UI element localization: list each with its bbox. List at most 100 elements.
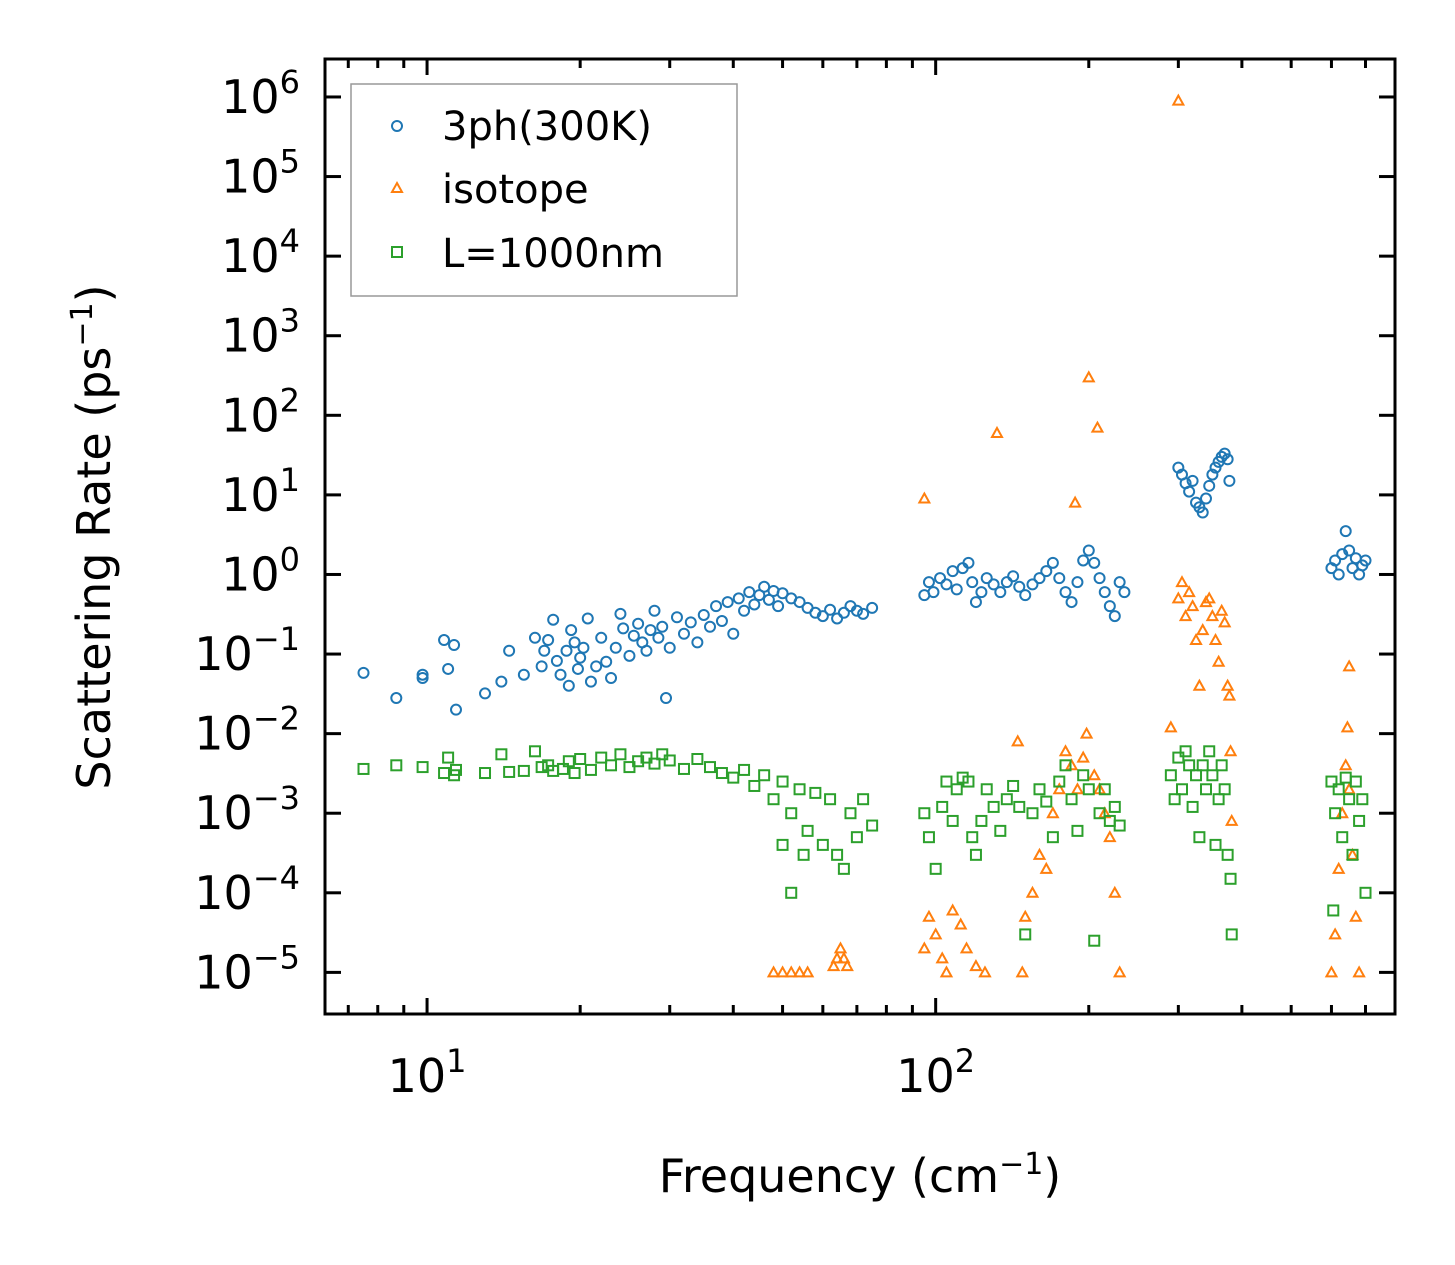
data-point — [715, 615, 728, 628]
data-point — [1196, 623, 1210, 636]
data-point — [450, 763, 463, 776]
data-point — [1164, 720, 1178, 733]
data-point — [517, 764, 530, 777]
data-point — [1192, 678, 1207, 691]
data-point — [577, 641, 590, 654]
data-point — [684, 616, 697, 629]
data-point — [922, 831, 935, 844]
data-point — [1225, 813, 1239, 826]
data-point — [1053, 775, 1066, 788]
data-point — [503, 644, 516, 657]
data-point — [784, 965, 798, 978]
data-point — [797, 848, 810, 861]
data-point — [704, 620, 717, 633]
data-point — [866, 601, 879, 614]
data-point — [1171, 93, 1186, 106]
data-point — [715, 767, 728, 780]
data-point — [1065, 793, 1078, 806]
data-point — [975, 586, 988, 599]
data-point — [670, 611, 683, 624]
data-point — [1329, 807, 1342, 820]
data-point — [1202, 591, 1216, 604]
data-point — [550, 654, 563, 667]
data-point — [1327, 904, 1340, 917]
data-point — [1039, 861, 1053, 874]
data-point — [416, 668, 429, 681]
data-point — [542, 634, 555, 647]
y-tick-label: 10−1 — [194, 620, 300, 681]
data-point — [945, 903, 960, 916]
data-point — [574, 753, 587, 766]
x-axis-label: Frequency (cm−1) — [659, 1147, 1062, 1203]
data-point — [1211, 654, 1226, 667]
data-point — [994, 824, 1007, 837]
data-point — [969, 959, 983, 972]
data-point — [1215, 450, 1228, 463]
data-point — [1218, 783, 1231, 796]
series-0 — [357, 447, 1372, 716]
data-point — [1199, 783, 1212, 796]
data-point — [1199, 492, 1212, 505]
data-point — [614, 748, 627, 761]
y-tick-label: 10−2 — [194, 700, 300, 761]
data-point — [824, 793, 837, 806]
data-point — [721, 596, 734, 609]
data-point — [503, 765, 516, 778]
data-point — [748, 598, 761, 611]
data-point — [1353, 814, 1366, 827]
data-point — [1026, 578, 1039, 591]
data-point — [1196, 759, 1209, 772]
data-point — [793, 596, 806, 609]
data-point — [1221, 453, 1234, 466]
data-point — [928, 927, 943, 940]
legend-box — [350, 83, 738, 297]
y-tick-label: 100 — [221, 540, 300, 601]
data-point — [987, 800, 1000, 813]
data-point — [939, 965, 954, 978]
data-point — [663, 641, 676, 654]
data-point — [517, 668, 530, 681]
data-point — [416, 761, 429, 774]
data-point — [772, 600, 785, 613]
data-point — [831, 848, 844, 861]
data-point — [969, 596, 982, 609]
data-point — [581, 612, 594, 625]
data-point — [727, 771, 740, 784]
y-tick-label: 104 — [221, 222, 300, 283]
data-point — [1190, 769, 1203, 782]
data-point — [738, 763, 751, 776]
data-point — [833, 941, 848, 954]
legend-label-isotope: isotope — [442, 167, 589, 213]
data-point — [600, 655, 613, 668]
data-point — [450, 703, 463, 716]
data-point — [677, 627, 690, 640]
tick-label-layer: 106 105 104 103 102 101 100 10−1 10−2 10−3 10−4 10−… — [194, 63, 975, 1103]
data-point — [562, 679, 575, 692]
data-point — [824, 603, 837, 616]
data-point — [644, 624, 657, 637]
data-point — [844, 807, 857, 820]
data-layer — [357, 93, 1372, 978]
data-point — [857, 793, 870, 806]
y-tick-label: 105 — [221, 143, 300, 204]
data-point — [1172, 461, 1185, 474]
data-point — [837, 951, 851, 964]
data-point — [590, 660, 603, 673]
data-point — [442, 662, 455, 675]
data-point — [1343, 793, 1356, 806]
y-tick-label: 10−4 — [194, 859, 300, 920]
data-point — [830, 951, 844, 964]
data-point — [1171, 591, 1186, 604]
data-point — [1082, 544, 1095, 557]
data-point — [660, 692, 673, 705]
data-point — [1336, 548, 1349, 561]
data-point — [1018, 909, 1032, 922]
data-point — [562, 755, 575, 768]
data-point — [1206, 769, 1219, 782]
data-point — [652, 631, 665, 644]
data-point — [785, 886, 798, 899]
data-point — [595, 631, 608, 644]
data-point — [479, 687, 492, 700]
data-point — [390, 759, 403, 772]
